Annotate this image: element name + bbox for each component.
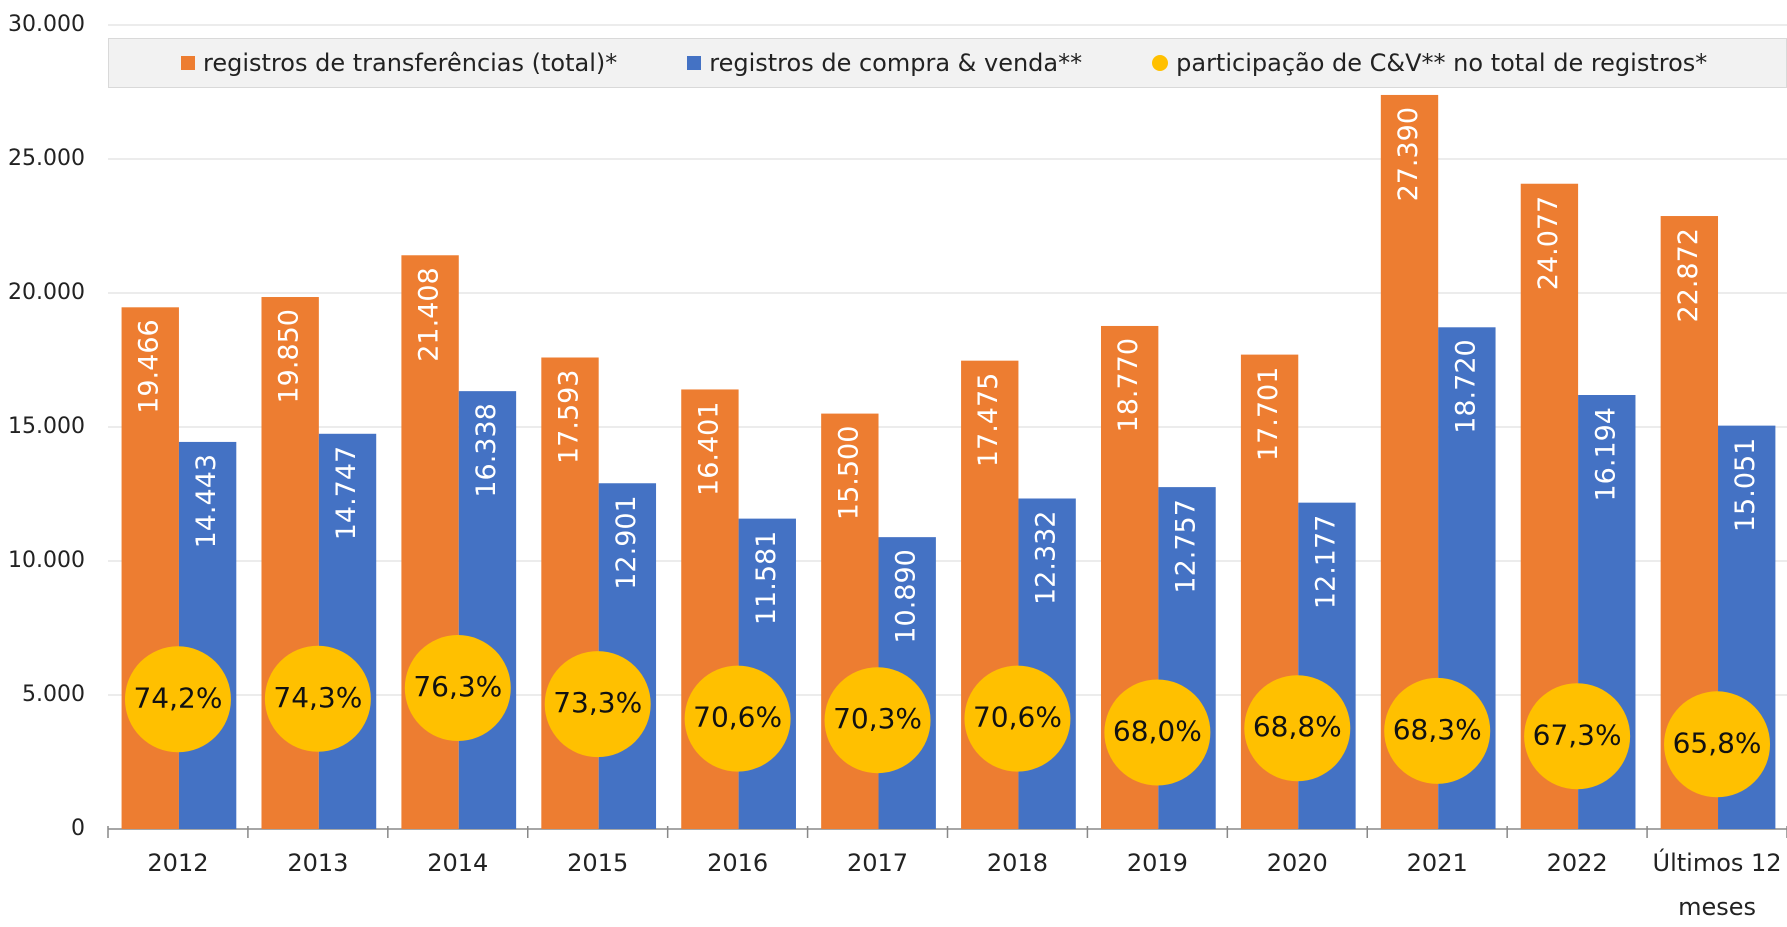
bar-value-label: 10.890 xyxy=(891,549,922,643)
bar-value-label: 12.901 xyxy=(611,495,642,589)
legend: registros de transferências (total)* regi… xyxy=(108,38,1787,88)
bar-value-label: 19.466 xyxy=(134,319,165,413)
bar-value-label: 16.401 xyxy=(693,401,724,495)
bar-value-label: 11.581 xyxy=(751,531,782,625)
bar xyxy=(178,441,237,829)
bar-value-label: 24.077 xyxy=(1533,196,1564,290)
y-tick-label: 10.000 xyxy=(8,548,85,573)
share-label: 70,6% xyxy=(973,701,1062,734)
bar-value-label: 16.194 xyxy=(1590,407,1621,501)
bar-value-label: 19.850 xyxy=(274,309,305,403)
legend-item: registros de transferências (total)* xyxy=(181,49,617,77)
bar xyxy=(318,433,377,829)
legend-label: participação de C&V** no total de regist… xyxy=(1176,49,1708,77)
bar-value-label: 15.500 xyxy=(833,426,864,520)
y-tick-label: 20.000 xyxy=(8,280,85,305)
x-tick-label: 2021 xyxy=(1406,849,1468,877)
y-tick-label: 30.000 xyxy=(8,12,85,37)
share-marker xyxy=(1524,683,1631,790)
legend-swatch xyxy=(1152,55,1169,71)
share-label: 76,3% xyxy=(413,670,502,703)
y-tick-label: 0 xyxy=(71,816,85,841)
share-marker xyxy=(1384,677,1491,784)
share-label: 68,3% xyxy=(1393,713,1482,746)
share-marker xyxy=(404,635,511,742)
share-marker xyxy=(684,665,791,772)
bar-value-label: 17.701 xyxy=(1253,367,1284,461)
bar xyxy=(458,391,517,829)
bar-value-label: 14.443 xyxy=(191,454,222,548)
share-marker xyxy=(1104,679,1211,786)
share-label: 65,8% xyxy=(1673,726,1762,759)
y-tick-label: 15.000 xyxy=(8,414,85,439)
y-tick-label: 5.000 xyxy=(22,682,85,707)
share-label: 70,3% xyxy=(833,702,922,735)
x-tick-label: 2022 xyxy=(1546,849,1608,877)
bar-value-label: 17.475 xyxy=(973,373,1004,467)
bar xyxy=(1018,498,1076,829)
x-tick-label: 2019 xyxy=(1126,849,1188,877)
legend-label: registros de transferências (total)* xyxy=(203,49,618,77)
share-label: 74,2% xyxy=(133,681,222,714)
x-tick-label: 2016 xyxy=(707,849,769,877)
x-tick-label: 2020 xyxy=(1266,849,1328,877)
bar-value-label: 12.757 xyxy=(1171,499,1202,593)
share-label: 70,6% xyxy=(693,701,782,734)
bar-value-label: 16.338 xyxy=(471,403,502,497)
bar-value-label: 14.747 xyxy=(331,446,362,540)
bar-value-label: 18.770 xyxy=(1113,338,1144,432)
bar-value-label: 15.051 xyxy=(1730,438,1761,532)
share-marker xyxy=(824,667,931,774)
bar-value-label: 18.720 xyxy=(1450,339,1481,433)
legend-swatch xyxy=(181,56,195,70)
x-tick-label: Últimos 12 meses xyxy=(1652,849,1782,921)
legend-item: registros de compra & venda** xyxy=(687,49,1082,77)
bar-value-label: 27.390 xyxy=(1393,107,1424,201)
bar-value-label: 12.177 xyxy=(1310,515,1341,609)
x-tick-label: 2012 xyxy=(147,849,209,877)
bar-value-label: 21.408 xyxy=(414,267,445,361)
share-marker xyxy=(964,665,1071,772)
share-marker xyxy=(1664,691,1771,798)
share-label: 73,3% xyxy=(553,686,642,719)
share-label: 68,8% xyxy=(1253,710,1342,743)
x-tick-label: 2015 xyxy=(567,849,629,877)
share-marker xyxy=(1244,675,1351,782)
y-tick-label: 25.000 xyxy=(8,146,85,171)
legend-item: participação de C&V** no total de regist… xyxy=(1152,49,1707,77)
bar-value-label: 22.872 xyxy=(1673,228,1704,322)
bar-value-label: 12.332 xyxy=(1031,511,1062,605)
share-label: 74,3% xyxy=(273,681,362,714)
x-tick-label: 2017 xyxy=(846,849,909,877)
share-label: 67,3% xyxy=(1533,718,1622,751)
share-marker xyxy=(124,646,231,753)
x-tick-label: 2018 xyxy=(986,849,1048,877)
x-tick-label: 2013 xyxy=(287,849,349,877)
share-label: 68,0% xyxy=(1113,715,1202,748)
share-marker xyxy=(264,645,371,752)
bar-value-label: 17.593 xyxy=(554,370,585,464)
x-tick-label: 2014 xyxy=(427,849,489,877)
legend-swatch xyxy=(687,56,702,70)
share-marker xyxy=(544,651,651,758)
legend-label: registros de compra & venda** xyxy=(709,49,1083,77)
